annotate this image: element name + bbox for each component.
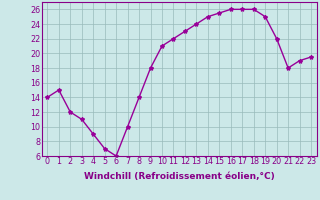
- X-axis label: Windchill (Refroidissement éolien,°C): Windchill (Refroidissement éolien,°C): [84, 172, 275, 181]
